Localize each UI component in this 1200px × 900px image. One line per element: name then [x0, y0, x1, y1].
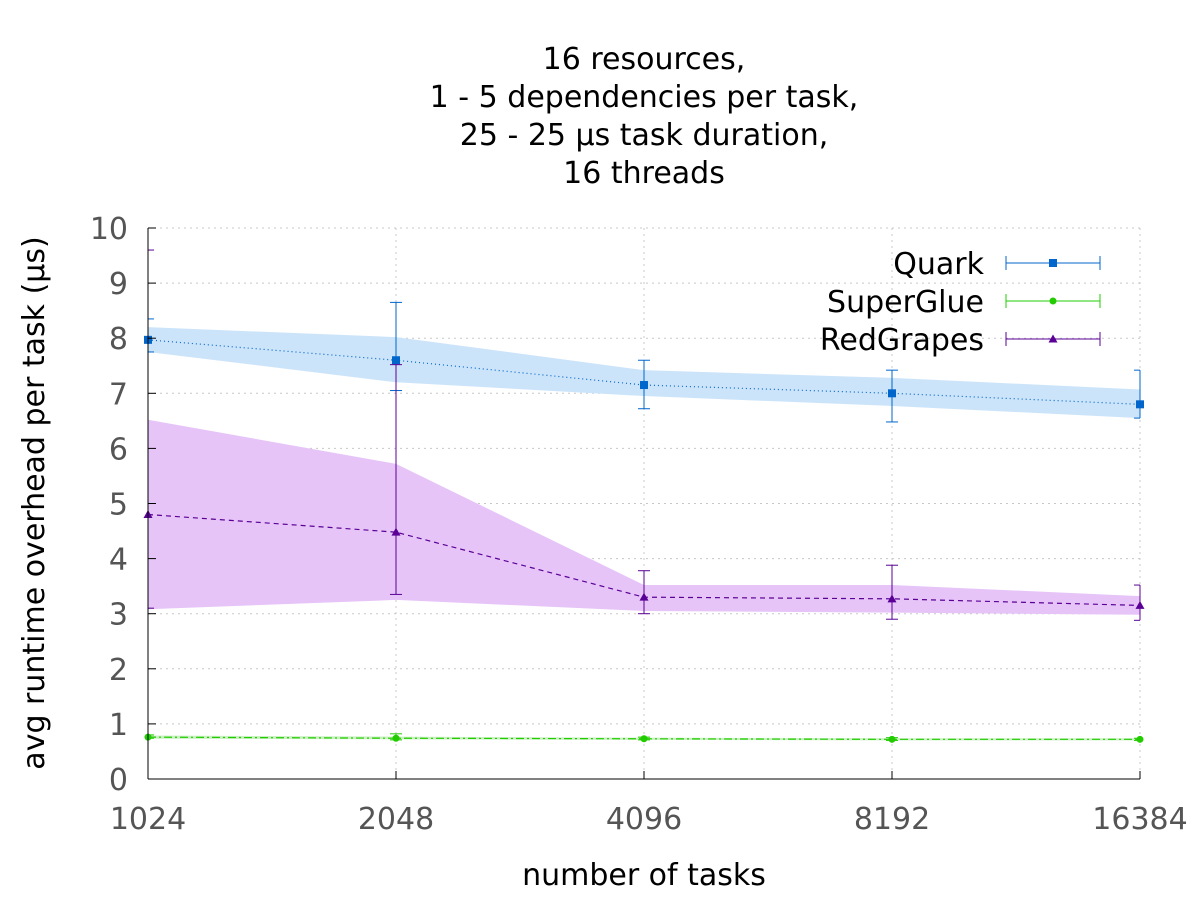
y-tick-label-6: 6	[109, 432, 128, 467]
x-tick-label-0: 1024	[110, 802, 186, 837]
tick-labels: 0 1 2 3 4 5 6 7 8 9 10 1024 2048 4096 8192 16384	[90, 212, 1188, 837]
point-quark-1	[392, 356, 400, 365]
y-tick-label-0: 0	[109, 763, 128, 798]
legend-label-superglue: SuperGlue	[827, 285, 984, 320]
legend-item-superglue: SuperGlue	[827, 285, 1101, 320]
legend-label-redgrapes: RedGrapes	[820, 323, 984, 358]
point-redgrapes-1	[391, 527, 401, 536]
y-axis-label: avg runtime overhead per task (µs)	[17, 236, 52, 769]
title-line-3: 25 - 25 µs task duration,	[460, 118, 829, 153]
y-tick-label-5: 5	[109, 488, 128, 523]
title-line-4: 16 threads	[563, 156, 725, 191]
point-quark-3	[888, 389, 896, 398]
title-line-2: 1 - 5 dependencies per task,	[430, 80, 859, 115]
point-redgrapes-2	[639, 592, 649, 601]
title-line-1: 16 resources,	[543, 42, 746, 77]
y-tick-label-1: 1	[109, 708, 128, 743]
point-superglue-3	[888, 735, 896, 743]
point-superglue-2	[640, 735, 648, 743]
x-tick-label-4: 16384	[1092, 802, 1187, 837]
y-tick-label-10: 10	[90, 212, 128, 247]
legend-marker-superglue	[1049, 297, 1057, 305]
y-tick-label-2: 2	[109, 653, 128, 688]
y-tick-label-4: 4	[109, 543, 128, 578]
legend-item-quark: Quark	[893, 247, 1101, 282]
y-tick-label-3: 3	[109, 598, 128, 633]
series-line-quark	[147, 339, 1141, 405]
y-tick-label-7: 7	[109, 377, 128, 412]
legend-label-quark: Quark	[893, 247, 984, 282]
legend-item-redgrapes: RedGrapes	[820, 323, 1101, 358]
point-quark-2	[640, 381, 648, 390]
point-quark-4	[1136, 400, 1144, 409]
chart-title: 16 resources, 1 - 5 dependencies per tas…	[430, 42, 859, 191]
x-axis-label: number of tasks	[522, 858, 766, 893]
x-tick-label-3: 8192	[854, 802, 930, 837]
x-tick-label-1: 2048	[358, 802, 434, 837]
y-tick-label-8: 8	[109, 322, 128, 357]
point-superglue-1	[392, 734, 400, 742]
x-tick-label-2: 4096	[606, 802, 682, 837]
point-redgrapes-3	[887, 594, 897, 603]
axes	[147, 227, 1141, 780]
point-redgrapes-4	[1135, 600, 1145, 609]
legend-marker-quark	[1049, 259, 1057, 267]
y-tick-label-9: 9	[109, 267, 128, 302]
legend-marker-redgrapes	[1048, 334, 1058, 343]
point-superglue-4	[1136, 735, 1144, 743]
